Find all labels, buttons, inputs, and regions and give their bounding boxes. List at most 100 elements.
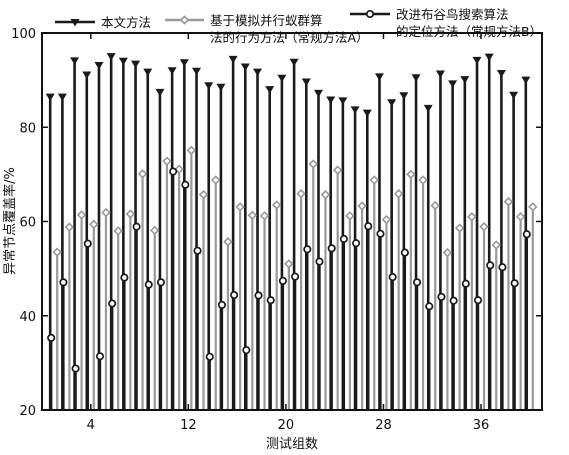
- data-point: [120, 273, 129, 282]
- markers-series-1: [45, 53, 531, 118]
- data-point: [338, 97, 348, 105]
- data-point: [204, 82, 214, 90]
- data-point: [266, 296, 275, 305]
- data-point: [376, 229, 385, 238]
- data-point: [430, 200, 440, 211]
- x-tick-label: 20: [278, 418, 295, 433]
- data-point: [150, 225, 160, 236]
- data-point: [411, 74, 421, 82]
- data-point: [460, 76, 470, 84]
- data-point: [301, 78, 311, 87]
- x-tick-label: 4: [87, 418, 95, 433]
- data-point: [472, 56, 482, 65]
- y-tick-label: 20: [19, 404, 36, 419]
- markers-series-2: [52, 145, 538, 269]
- data-point: [332, 165, 343, 175]
- data-point: [118, 57, 128, 66]
- legend-item-1: 本文方法: [55, 15, 151, 30]
- x-tick-label: 28: [375, 418, 392, 433]
- series-layer: [45, 53, 538, 410]
- data-point: [327, 244, 336, 253]
- data-point: [400, 248, 409, 257]
- y-tick-label: 80: [19, 121, 36, 136]
- data-point: [278, 276, 287, 285]
- data-point: [473, 296, 483, 305]
- y-tick-label: 60: [19, 216, 36, 231]
- data-point: [94, 62, 104, 70]
- data-point: [108, 299, 117, 308]
- data-point: [57, 93, 67, 102]
- data-point: [95, 352, 105, 361]
- data-point: [515, 212, 526, 222]
- data-point: [449, 296, 458, 305]
- data-point: [320, 189, 331, 200]
- data-point: [45, 93, 55, 102]
- data-point: [381, 214, 392, 225]
- data-point: [467, 212, 477, 222]
- data-point: [406, 169, 416, 180]
- y-axis-label: 异常节点覆盖率/%: [2, 167, 18, 275]
- data-point: [448, 80, 458, 88]
- data-point: [64, 222, 75, 232]
- data-point: [179, 59, 189, 67]
- data-point: [528, 202, 538, 212]
- data-point: [101, 207, 111, 218]
- data-point: [217, 300, 226, 309]
- data-point: [369, 175, 379, 185]
- data-point: [137, 169, 148, 179]
- data-point: [198, 189, 209, 200]
- data-point: [454, 223, 465, 233]
- markers-series-3: [47, 167, 531, 373]
- data-point: [247, 210, 258, 221]
- data-point: [125, 209, 136, 219]
- data-point: [486, 261, 495, 270]
- data-point: [82, 71, 92, 79]
- data-point: [271, 200, 282, 210]
- data-point: [113, 226, 123, 236]
- data-point: [186, 145, 197, 156]
- data-point: [435, 70, 445, 79]
- data-point: [228, 55, 238, 64]
- data-point: [132, 222, 141, 231]
- data-point: [59, 278, 68, 287]
- legend-label: 基于模拟并行蚁群算: [210, 13, 323, 28]
- data-point: [259, 211, 270, 221]
- data-point: [289, 58, 299, 67]
- data-point: [242, 346, 251, 355]
- x-tick-label: 12: [180, 418, 197, 433]
- data-point: [265, 86, 275, 94]
- data-point: [216, 83, 226, 92]
- data-point: [313, 89, 323, 98]
- data-point: [418, 175, 428, 185]
- data-point: [156, 278, 166, 287]
- data-point: [205, 352, 214, 361]
- data-point: [240, 63, 250, 71]
- data-point: [192, 67, 202, 76]
- data-point: [106, 53, 116, 61]
- data-point: [412, 278, 422, 287]
- data-point: [230, 290, 239, 300]
- y-tick-label: 100: [11, 27, 36, 42]
- data-point: [326, 96, 336, 104]
- data-point: [253, 68, 263, 77]
- y-tick-label: 40: [19, 310, 36, 325]
- series-3: [49, 171, 529, 410]
- data-point: [350, 106, 360, 114]
- legend-label: 本文方法: [101, 15, 151, 30]
- data-point: [423, 104, 433, 113]
- data-point: [277, 74, 287, 83]
- data-point: [131, 60, 141, 69]
- data-point: [388, 273, 397, 282]
- data-point: [254, 291, 263, 300]
- data-point: [510, 279, 519, 288]
- data-point: [362, 109, 372, 118]
- data-point: [521, 76, 531, 85]
- x-tick-label: 36: [473, 418, 490, 433]
- data-point: [437, 292, 446, 301]
- data-point: [374, 73, 384, 81]
- data-point: [357, 201, 367, 211]
- data-point: [144, 280, 153, 289]
- data-point: [296, 188, 306, 199]
